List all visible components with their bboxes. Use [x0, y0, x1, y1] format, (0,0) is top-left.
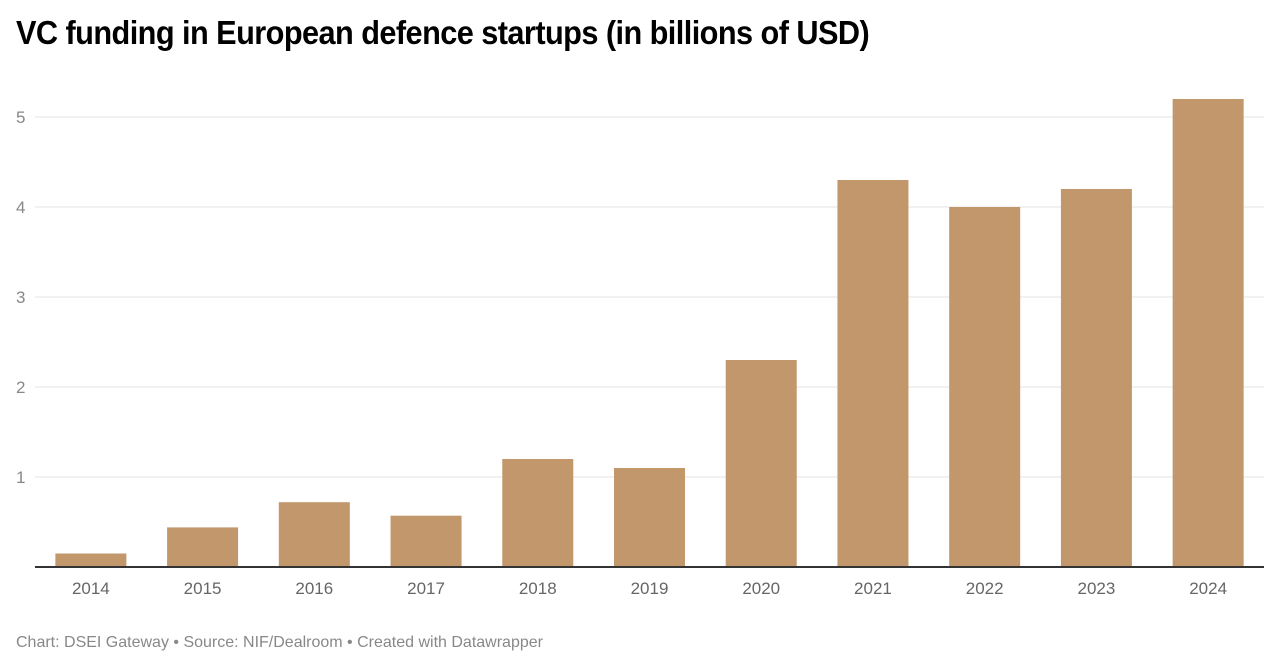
x-tick-label: 2023	[1077, 579, 1115, 598]
y-tick-label: 4	[16, 198, 25, 217]
bars	[55, 99, 1244, 567]
bar-2020	[725, 360, 797, 567]
y-tick-label: 1	[16, 468, 25, 487]
y-axis-ticks: 1 2 3 4 5	[16, 108, 25, 487]
x-tick-label: 2020	[742, 579, 780, 598]
x-tick-label: 2022	[966, 579, 1004, 598]
bar-2023	[1060, 189, 1132, 567]
x-tick-label: 2017	[407, 579, 445, 598]
x-tick-label: 2015	[184, 579, 222, 598]
x-tick-label: 2024	[1189, 579, 1227, 598]
bar-2021	[837, 180, 909, 567]
chart-title: VC funding in European defence startups …	[16, 14, 870, 51]
gridlines	[35, 116, 1264, 478]
bar-2017	[390, 515, 462, 567]
bar-2018	[502, 459, 574, 567]
bar-2019	[614, 468, 685, 567]
x-tick-label: 2021	[854, 579, 892, 598]
bar-2024	[1172, 99, 1244, 567]
x-tick-label: 2016	[295, 579, 333, 598]
bar-2014	[55, 553, 127, 567]
x-tick-label: 2018	[519, 579, 557, 598]
y-tick-label: 3	[16, 288, 25, 307]
x-tick-label: 2014	[72, 579, 110, 598]
x-tick-label: 2019	[631, 579, 669, 598]
y-tick-label: 2	[16, 378, 25, 397]
y-tick-label: 5	[16, 108, 25, 127]
x-axis-ticks: 2014 2015 2016 2017 2018 2019 2020 2021 2022 2023…	[72, 579, 1227, 598]
bar-2022	[949, 207, 1021, 567]
bar-2016	[278, 502, 350, 567]
bar-2015	[167, 527, 239, 567]
chart-footer: Chart: DSEI Gateway • Source: NIF/Dealro…	[16, 634, 543, 651]
